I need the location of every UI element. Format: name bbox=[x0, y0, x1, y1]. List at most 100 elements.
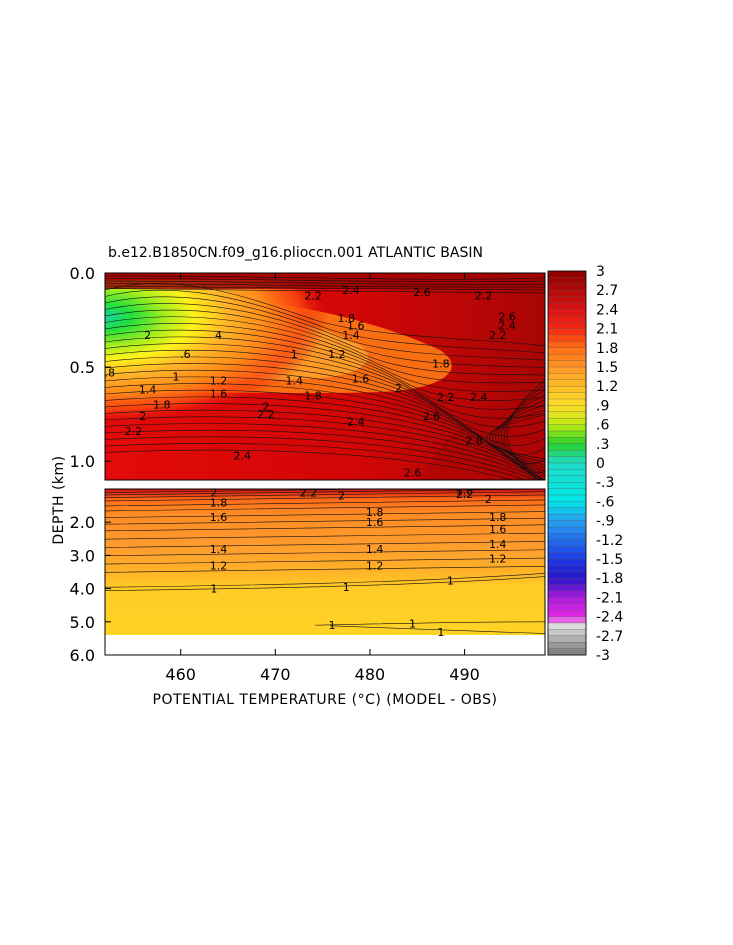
colorbar-label: .9 bbox=[596, 398, 609, 414]
contour-line bbox=[105, 517, 545, 525]
contour-line bbox=[105, 349, 545, 428]
contour-line bbox=[105, 566, 545, 573]
contour-label: 1.2 bbox=[210, 559, 228, 572]
contour-label: 4 bbox=[215, 329, 222, 342]
bottom-blank-floor bbox=[105, 635, 545, 655]
colorbar-swatch bbox=[547, 590, 587, 598]
colorbar-swatch bbox=[547, 578, 587, 586]
contour-label: 2.6 bbox=[498, 310, 516, 323]
colorbar-swatch bbox=[547, 290, 587, 298]
top-green-plume bbox=[105, 280, 465, 450]
contour-label: 2.2 bbox=[300, 486, 318, 499]
contour-line bbox=[105, 572, 545, 588]
contour-label: 2.2 bbox=[304, 290, 322, 303]
contour-line bbox=[501, 389, 545, 475]
contour-label: 1.2 bbox=[489, 553, 507, 566]
colorbar-swatch bbox=[547, 475, 587, 483]
contour-line bbox=[105, 303, 545, 368]
contour-label: 1.6 bbox=[210, 387, 228, 400]
bottom-contour-lines bbox=[105, 489, 545, 634]
colorbar-swatch bbox=[547, 622, 587, 630]
y-tick-label: 3.0 bbox=[70, 546, 95, 565]
colorbar-label: -.9 bbox=[596, 514, 614, 530]
contour-line bbox=[105, 343, 545, 419]
contour-line bbox=[105, 511, 545, 518]
colorbar-frame bbox=[547, 270, 587, 656]
contour-label: 1.4 bbox=[366, 543, 384, 556]
contour-label: 1.6 bbox=[489, 523, 507, 536]
contour-line bbox=[498, 394, 545, 472]
colorbar-swatch bbox=[547, 296, 587, 304]
colorbar-swatch bbox=[547, 309, 587, 317]
colorbar-swatch bbox=[547, 482, 587, 490]
contour-line bbox=[105, 289, 545, 354]
contour-label: 2 bbox=[262, 401, 269, 414]
colorbar-swatch bbox=[547, 507, 587, 515]
colorbar-swatch bbox=[547, 270, 587, 278]
contour-label: .8 bbox=[104, 367, 115, 380]
bottom-panel: 2 2.2 21.81.6 1.81.6 1.81.61.4 1.4 1.41.2 1.21.… bbox=[105, 485, 545, 655]
x-tick-label: 480 bbox=[355, 665, 386, 684]
colorbar-swatch bbox=[547, 405, 587, 413]
surface-darkband bbox=[105, 273, 545, 289]
colorbar-swatch bbox=[547, 501, 587, 509]
contour-label: 1.8 bbox=[456, 485, 474, 498]
y-tick-label: 4.0 bbox=[70, 580, 95, 599]
y-axis-label: DEPTH (km) bbox=[51, 455, 67, 544]
colorbar-label: .3 bbox=[596, 437, 609, 453]
bottom-panel-fill bbox=[105, 489, 545, 635]
contour-label: 2.4 bbox=[470, 391, 488, 404]
contour-label: 1 bbox=[210, 583, 217, 596]
contour-label: 1 bbox=[447, 574, 454, 587]
contour-line bbox=[105, 283, 545, 288]
colorbar-swatch bbox=[547, 315, 587, 323]
contour-line bbox=[105, 336, 545, 410]
colorbar-label: 2.4 bbox=[596, 302, 618, 318]
colorbar-label: 2.1 bbox=[596, 322, 618, 338]
contour-label: 1.6 bbox=[352, 372, 370, 385]
colorbar-swatch bbox=[547, 514, 587, 522]
contour-line bbox=[105, 449, 513, 480]
contour-label: 2.8 bbox=[465, 434, 483, 447]
colorbar-swatch bbox=[547, 341, 587, 349]
contour-label: 1.8 bbox=[366, 506, 384, 519]
contour-label: .6 bbox=[180, 348, 191, 361]
colorbar-swatch bbox=[547, 520, 587, 528]
contour-label: 2.2 bbox=[456, 488, 474, 501]
colorbar-swatch bbox=[547, 616, 587, 624]
colorbar-swatch bbox=[547, 629, 587, 637]
colorbar-swatch bbox=[547, 552, 587, 560]
contour-line bbox=[507, 379, 545, 480]
colorbar-label: 3 bbox=[596, 264, 605, 280]
colorbar-label: 1.8 bbox=[596, 341, 618, 357]
contour-line bbox=[105, 557, 545, 565]
contour-line bbox=[105, 316, 545, 384]
contour-line bbox=[105, 280, 545, 285]
y-tick-label: 0.5 bbox=[70, 358, 95, 377]
contour-label: 2.2 bbox=[475, 290, 493, 303]
y-tick-label: 0.0 bbox=[70, 264, 95, 283]
contour-label: 1.4 bbox=[285, 374, 303, 387]
colorbar-swatch bbox=[547, 347, 587, 355]
contour-line bbox=[105, 409, 542, 480]
contour-label: 2.6 bbox=[423, 410, 441, 423]
colorbar-swatch bbox=[547, 565, 587, 573]
contour-line bbox=[105, 499, 545, 507]
y-tick-label: 1.0 bbox=[70, 452, 95, 471]
bottom-panel-frame bbox=[104, 488, 546, 656]
contour-label: 1.8 bbox=[489, 511, 507, 524]
contour-label: 1.8 bbox=[338, 312, 356, 325]
colorbar-swatch bbox=[547, 584, 587, 592]
colorbar-label: -1.5 bbox=[596, 552, 623, 568]
colorbar-swatch bbox=[547, 418, 587, 426]
colorbar-swatch bbox=[547, 430, 587, 438]
contour-line bbox=[105, 376, 545, 464]
contour-label: 1.4 bbox=[210, 543, 228, 556]
contour-label: 1 bbox=[409, 617, 416, 630]
contour-label: 2.4 bbox=[342, 284, 360, 297]
contour-line bbox=[105, 396, 538, 480]
contour-line bbox=[486, 414, 545, 460]
colorbar: 3 2.7 2.4 2.1 1.8 1.5 1.2 .9 .6 .3 0 -.3 -.6 -.9 -1.2 -… bbox=[547, 264, 623, 664]
contour-line bbox=[105, 436, 536, 480]
colorbar-swatch bbox=[547, 328, 587, 336]
